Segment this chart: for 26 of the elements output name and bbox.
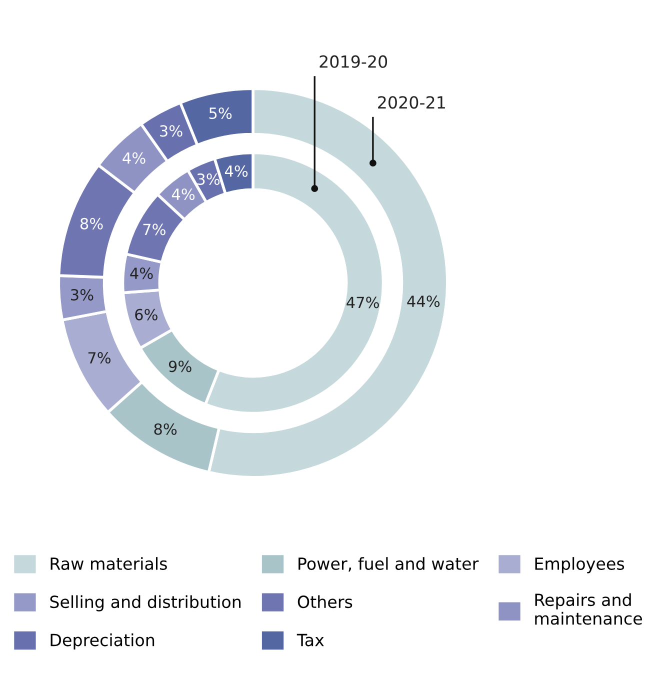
legend-label: Employees	[535, 557, 624, 574]
data-label: 6%	[135, 308, 158, 320]
data-label: 44%	[407, 296, 440, 308]
data-label: 3%	[70, 289, 94, 301]
legend-label: Raw materials	[50, 557, 167, 570]
legend-label: Tax	[296, 634, 324, 646]
legend-label: Depreciation	[50, 633, 154, 650]
data-label: 5%	[209, 107, 232, 120]
slice-label: 2020-21	[378, 96, 445, 109]
data-label: 3%	[197, 173, 220, 185]
data-label: 8%	[80, 218, 103, 230]
data-label: 7%	[88, 352, 111, 364]
legend-label: Power, fuel and water	[298, 557, 479, 572]
data-label: 4%	[122, 152, 146, 164]
legend-label: Others	[298, 595, 352, 608]
data-label: 4%	[224, 165, 248, 177]
data-label: 4%	[172, 188, 195, 200]
legend-label: Selling and distribution	[50, 595, 241, 612]
data-label: 9%	[168, 360, 192, 372]
data-label: 7%	[143, 224, 166, 236]
data-label: 47%	[346, 296, 379, 308]
data-label: 3%	[160, 125, 182, 137]
legend-label: Repairs and maintenance	[535, 593, 642, 625]
slice-label: 2019-20	[320, 55, 388, 68]
data-label: 4%	[130, 268, 153, 280]
data-label: 8%	[154, 423, 177, 435]
